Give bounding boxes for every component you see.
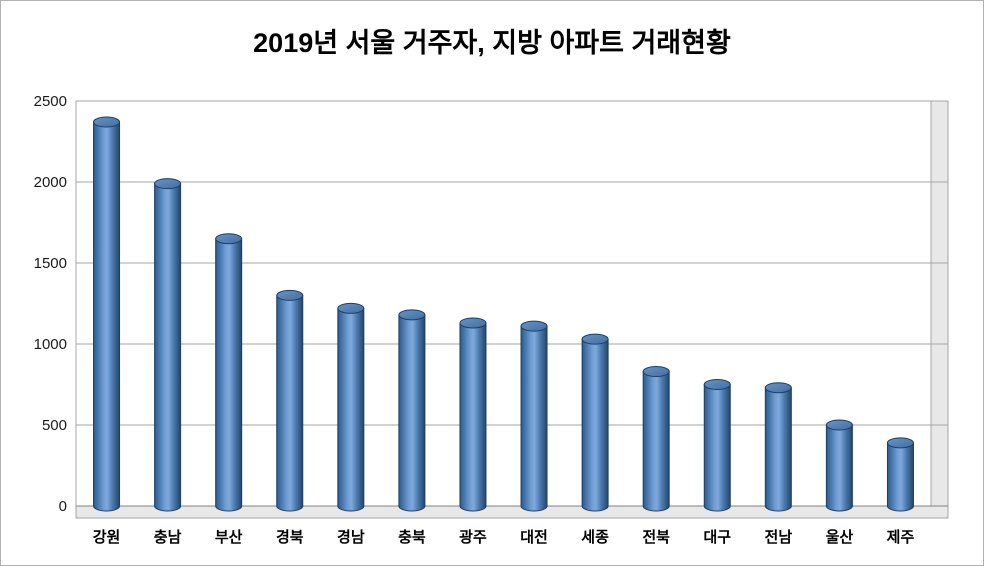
floor — [75, 505, 949, 519]
bar-top-cap — [154, 178, 182, 190]
x-tick-label: 전북 — [642, 529, 670, 546]
bar — [154, 183, 182, 512]
y-tick-label: 2000 — [34, 174, 67, 191]
bar-top-cap — [276, 289, 304, 301]
bar — [93, 121, 121, 512]
x-tick-label: 충북 — [398, 529, 426, 546]
x-tick-label: 제주 — [887, 529, 915, 546]
bar — [398, 314, 426, 512]
x-tick-label: 경남 — [337, 528, 365, 546]
x-tick-label: 광주 — [459, 528, 487, 546]
x-tick-label: 충남 — [154, 529, 182, 546]
side-wall — [930, 100, 949, 519]
y-tick-label: 500 — [42, 417, 67, 434]
bar-top-cap — [886, 437, 914, 449]
chart-title: 2019년 서울 거주자, 지방 아파트 거래현황 — [253, 28, 731, 58]
bar-top-cap — [642, 366, 670, 378]
bar — [581, 338, 609, 512]
x-tick-label: 세종 — [581, 529, 609, 546]
x-tick-label: 부산 — [215, 529, 243, 546]
y-tick-label: 1500 — [34, 255, 67, 272]
bar-top-cap — [581, 333, 609, 345]
bar — [642, 371, 670, 512]
bar-top-cap — [93, 116, 121, 128]
bar — [886, 442, 914, 512]
bar-top-cap — [459, 317, 487, 329]
x-tick-label: 전남 — [765, 529, 793, 546]
bar — [825, 424, 853, 512]
x-tick-label: 강원 — [93, 528, 121, 546]
x-tick-label: 울산 — [826, 529, 854, 546]
bar — [520, 325, 548, 512]
x-tick-label: 대전 — [520, 529, 548, 546]
bar-top-cap — [398, 309, 426, 321]
bar — [764, 387, 792, 512]
bar — [703, 384, 731, 512]
bar — [276, 294, 304, 512]
bar-top-cap — [764, 382, 792, 394]
bar — [337, 307, 365, 512]
x-tick-label: 경북 — [276, 528, 304, 546]
bar-top-cap — [337, 302, 365, 314]
bar-top-cap — [825, 419, 853, 431]
y-tick-label: 2500 — [34, 93, 67, 110]
y-tick-label: 1000 — [34, 336, 67, 353]
x-tick-label: 대구 — [703, 529, 731, 546]
bar-top-cap — [520, 320, 548, 332]
y-tick-label: 0 — [59, 498, 67, 515]
bar-top-cap — [215, 233, 243, 245]
bar — [459, 322, 487, 512]
bar-top-cap — [703, 379, 731, 390]
bar — [215, 238, 243, 512]
